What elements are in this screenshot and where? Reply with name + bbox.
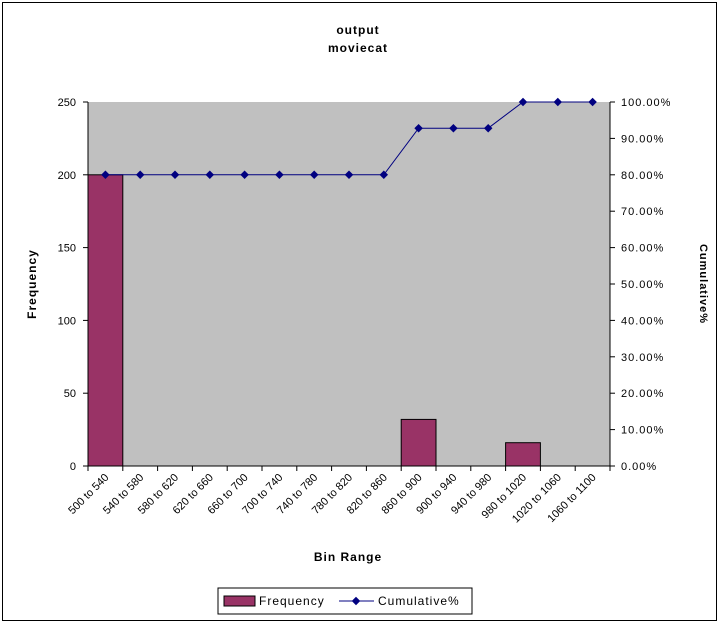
cumulative-point-0 [101, 170, 110, 180]
bar-0 [87, 174, 124, 467]
y2-tick-label-0: 0.00% [621, 461, 657, 473]
cumulative-point-10 [449, 123, 458, 133]
y-tick-label-3: 150 [58, 243, 76, 255]
bar-12 [505, 442, 541, 467]
cumulative-point-6 [309, 170, 319, 180]
y2-tick-label-5: 50.00% [621, 279, 664, 291]
cumulative-point-11 [483, 123, 493, 133]
y-tick-label-5: 250 [58, 97, 76, 109]
y2-tick-label-9: 90.00% [621, 133, 664, 145]
cumulative-point-4 [240, 170, 249, 180]
y-tick-label-1: 50 [64, 388, 76, 400]
legend: Frequency Cumulative% [217, 587, 473, 615]
y2-tick-label-6: 60.00% [621, 243, 664, 255]
x-axis-label: Bin Range [314, 550, 382, 564]
legend-cumulative-marker [351, 596, 361, 606]
y2-axis-label: Cumulative% [697, 244, 709, 324]
y-tick-label-4: 200 [58, 170, 76, 182]
chart-title: output [336, 23, 379, 37]
cumulative-point-9 [414, 123, 423, 133]
cumulative-point-2 [170, 170, 180, 180]
cumulative-point-3 [205, 170, 215, 180]
cumulative-point-8 [379, 170, 389, 180]
y2-tick-label-7: 70.00% [621, 206, 664, 218]
y2-tick-label-4: 40.00% [621, 315, 664, 327]
y2-tick-label-3: 30.00% [621, 352, 664, 364]
y2-tick-label-2: 20.00% [621, 388, 664, 400]
y2-tick-label-1: 10.00% [621, 425, 664, 437]
y2-tick-label-10: 100.00% [621, 97, 671, 109]
y-tick-label-0: 0 [70, 461, 76, 473]
cumulative-point-1 [135, 170, 145, 180]
legend-frequency-swatch [223, 595, 256, 607]
cumulative-point-7 [344, 170, 354, 180]
y-tick-label-2: 100 [58, 315, 76, 327]
legend-frequency-label: Frequency [259, 594, 325, 608]
bar-9 [400, 418, 437, 467]
legend-cumulative-label: Cumulative% [378, 594, 460, 608]
chart-subtitle: moviecat [328, 41, 388, 55]
cumulative-point-5 [275, 170, 284, 180]
y-axis-label: Frequency [25, 249, 39, 319]
plot-area [88, 102, 610, 466]
y2-tick-label-8: 80.00% [621, 170, 664, 182]
